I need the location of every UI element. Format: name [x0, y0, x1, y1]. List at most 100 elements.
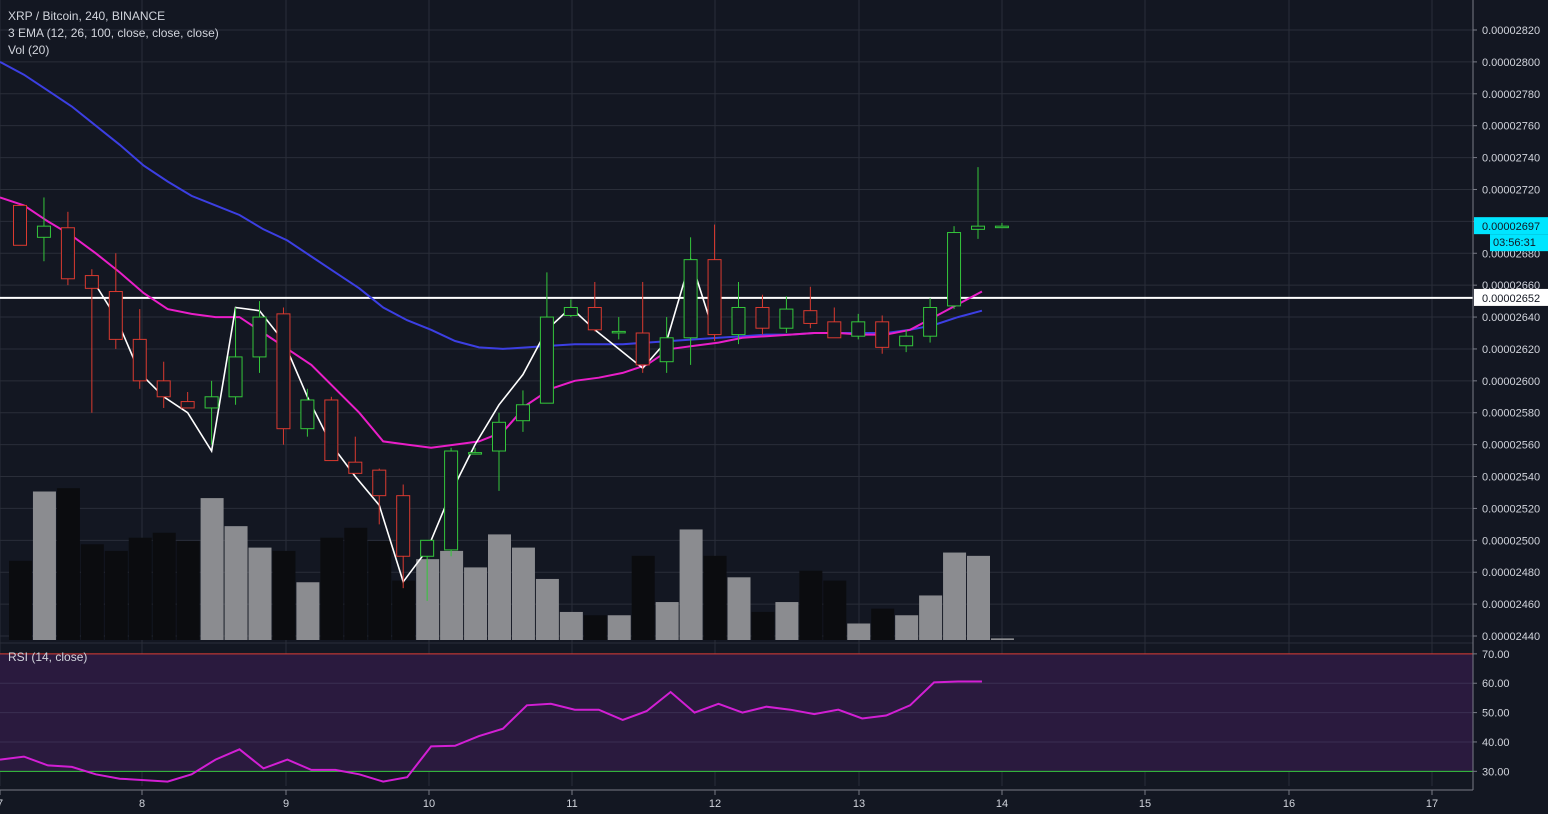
- volume-bar: [320, 537, 344, 640]
- price-tick-label: 0.00002800: [1482, 57, 1540, 69]
- volume-bar: [368, 541, 392, 640]
- volume-bar: [535, 578, 559, 640]
- time-tick-label: 7: [0, 798, 3, 810]
- rsi-indicator-label[interactable]: RSI (14, close): [8, 650, 88, 664]
- volume-bar: [631, 555, 655, 640]
- candle-body: [156, 380, 171, 398]
- volume-bar: [679, 529, 703, 640]
- volume-bar: [344, 527, 368, 640]
- volume-bar: [990, 638, 1014, 640]
- candle-body: [468, 452, 483, 455]
- candle-body: [947, 232, 962, 307]
- price-tick-label: 0.00002440: [1482, 631, 1540, 643]
- rsi-tick-label: 40.00: [1482, 737, 1510, 749]
- rsi-panel: [0, 642, 1473, 783]
- candle-body: [899, 335, 914, 347]
- price-tick-label: 0.00002460: [1482, 599, 1540, 611]
- candle-body: [563, 306, 578, 316]
- candle-body: [492, 421, 506, 452]
- time-tick-label: 16: [1283, 798, 1295, 810]
- price-tick-label: 0.00002600: [1482, 376, 1540, 388]
- ema-slow-line: [0, 61, 983, 350]
- volume-bar: [272, 550, 296, 640]
- candle-body: [515, 404, 530, 422]
- candle-body: [827, 321, 842, 339]
- ema-indicator-label[interactable]: 3 EMA (12, 26, 100, close, close, close): [8, 26, 219, 40]
- price-tick-label: 0.00002780: [1482, 89, 1540, 101]
- candle-body: [276, 313, 291, 430]
- price-tick-label: 0.00002820: [1482, 25, 1540, 37]
- candle-body: [180, 401, 195, 409]
- time-tick-label: 11: [566, 798, 577, 810]
- volume-bar: [655, 602, 679, 640]
- volume-indicator-label[interactable]: Vol (20): [8, 43, 50, 57]
- candle-body: [444, 450, 459, 551]
- price-tick-label: 0.00002620: [1482, 344, 1540, 356]
- volume-bar: [80, 544, 104, 640]
- volume-bar: [9, 560, 32, 640]
- candle-body: [420, 539, 435, 557]
- volume-bar: [607, 615, 631, 640]
- ema-lines: [0, 61, 983, 449]
- volume-bar: [703, 555, 727, 640]
- time-tick-label: 10: [423, 798, 435, 810]
- price-tick-label: 0.00002760: [1482, 121, 1540, 133]
- grid: [0, 0, 1473, 786]
- volume-bar: [128, 537, 152, 640]
- volume-bar: [943, 552, 967, 640]
- level-badge: [1474, 288, 1548, 306]
- countdown-badge: [1490, 234, 1548, 252]
- time-tick-label: 12: [709, 798, 721, 810]
- candle-body: [635, 332, 650, 366]
- price-tick-label: 0.00002640: [1482, 312, 1540, 324]
- rsi-tick-label: 70.00: [1482, 649, 1510, 661]
- volume-bar: [56, 488, 80, 640]
- volume-bar: [488, 534, 511, 640]
- level-label: 0.00002652: [1482, 293, 1540, 305]
- price-tick-label: 0.00002680: [1482, 248, 1540, 260]
- price-tick-label: 0.00002500: [1482, 535, 1540, 547]
- volume-bar: [104, 550, 128, 640]
- volume-bar: [511, 547, 535, 640]
- candle-body: [971, 225, 985, 230]
- volume-bar: [224, 526, 248, 640]
- price-tick-label: 0.00002540: [1482, 472, 1540, 484]
- volume-bar: [847, 623, 871, 640]
- countdown-label: 03:56:31: [1493, 237, 1536, 249]
- volume-bar: [559, 611, 583, 640]
- candle-body: [372, 469, 387, 497]
- candle-body: [204, 396, 219, 409]
- candle-body: [324, 399, 339, 462]
- candle-body: [60, 227, 75, 280]
- volume-bar: [871, 608, 895, 640]
- candle-body: [396, 495, 411, 557]
- time-tick-label: 14: [996, 798, 1008, 810]
- candle-body: [36, 225, 51, 238]
- candle-body: [683, 259, 698, 339]
- volume-bars: [9, 488, 1014, 640]
- candle-body: [755, 306, 770, 329]
- volume-bar: [799, 570, 823, 640]
- candle-body: [84, 275, 99, 289]
- price-tick-label: 0.00002560: [1482, 440, 1540, 452]
- candle-body: [803, 310, 818, 324]
- volume-bar: [895, 615, 919, 640]
- volume-bar: [440, 550, 464, 640]
- candle-body: [707, 259, 722, 336]
- volume-bar: [823, 580, 847, 640]
- time-tick-label: 15: [1139, 798, 1151, 810]
- time-tick-label: 17: [1426, 798, 1438, 810]
- volume-bar: [248, 547, 272, 640]
- candle-body: [348, 461, 363, 474]
- symbol-title[interactable]: XRP / Bitcoin, 240, BINANCE: [8, 9, 166, 23]
- volume-bar: [583, 615, 607, 640]
- candle-body: [851, 321, 866, 337]
- candle-body: [132, 338, 147, 382]
- volume-bar: [200, 498, 224, 640]
- current-price-badge: [1474, 217, 1548, 235]
- chart-legend: XRP / Bitcoin, 240, BINANCE 3 EMA (12, 2…: [8, 8, 219, 59]
- price-tick-label: 0.00002520: [1482, 503, 1540, 515]
- volume-bar: [392, 580, 416, 640]
